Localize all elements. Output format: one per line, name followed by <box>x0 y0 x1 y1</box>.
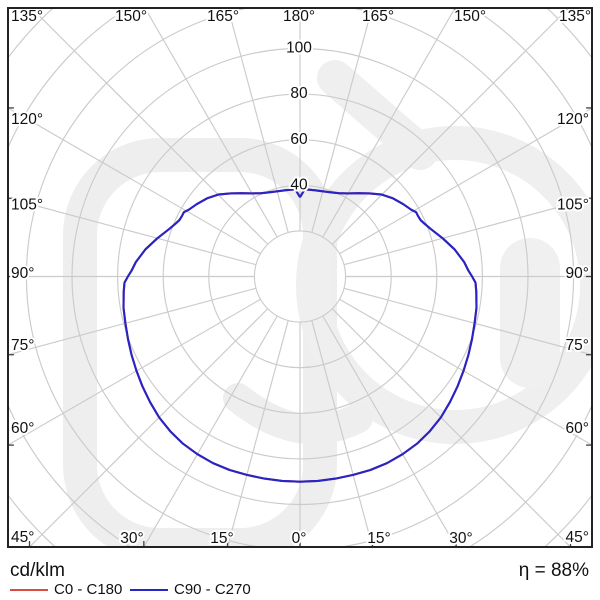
watermark-logo <box>63 60 591 546</box>
angle-label: 105° <box>557 197 589 214</box>
angle-label: 60° <box>566 420 589 437</box>
legend-line-c0-c180 <box>10 588 48 592</box>
angle-label: 120° <box>557 111 589 128</box>
angle-label: 45° <box>566 529 589 546</box>
efficiency-label: η = 88% <box>518 560 589 581</box>
angle-label: 0° <box>292 530 307 547</box>
angle-label: 150° <box>115 8 147 25</box>
legend-line-c90-c270 <box>130 588 168 592</box>
angle-label: 165° <box>362 8 394 25</box>
angle-labels: 135° 150° 165° 180° 165° 150° 135° 120° 105° 90° 7… <box>9 8 591 547</box>
angle-label: 75° <box>566 337 589 354</box>
plot-frame <box>7 7 593 548</box>
angle-label: 165° <box>207 8 239 25</box>
angle-label: 45° <box>11 529 34 546</box>
angle-label: 90° <box>11 265 34 282</box>
angle-label: 120° <box>11 111 43 128</box>
angle-label: 15° <box>367 530 390 547</box>
units-label: cd/klm <box>10 560 65 581</box>
radial-label: 100 <box>286 40 312 57</box>
legend: C0 - C180 C90 - C270 <box>0 582 600 600</box>
angle-label: 150° <box>454 8 486 25</box>
radial-label: 80 <box>290 85 308 102</box>
angle-label: 105° <box>11 197 43 214</box>
legend-label-c0-c180: C0 - C180 <box>54 581 123 598</box>
legend-item-c0-c180: C0 - C180 <box>10 582 122 598</box>
angle-label: 15° <box>210 530 233 547</box>
angle-label: 30° <box>449 530 472 547</box>
angle-label: 135° <box>11 8 43 25</box>
angle-label: 75° <box>11 337 34 354</box>
legend-label-c90-c270: C90 - C270 <box>174 581 251 598</box>
angle-label: 30° <box>120 530 143 547</box>
border-ticks <box>9 9 591 546</box>
angle-label: 60° <box>11 420 34 437</box>
curve-c90-c270 <box>122 188 478 483</box>
angle-label: 90° <box>566 265 589 282</box>
radial-label: 60 <box>290 131 308 148</box>
legend-item-c90-c270: C90 - C270 <box>130 582 251 598</box>
angle-label: 135° <box>559 8 591 25</box>
radial-label: 40 <box>290 176 308 193</box>
angle-label: 180° <box>283 8 315 25</box>
radial-labels: 40 60 80 100 <box>284 38 314 196</box>
